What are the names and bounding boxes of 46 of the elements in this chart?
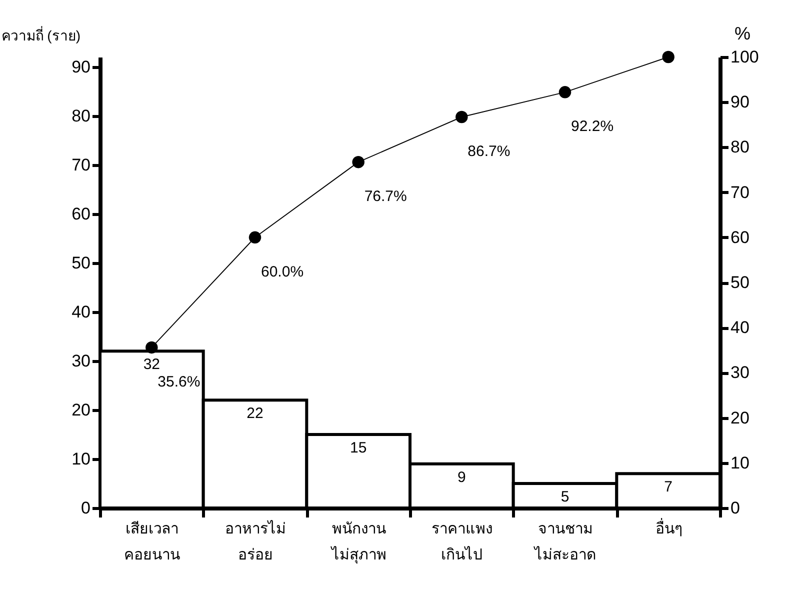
point xyxy=(456,110,468,124)
y-tick-label: 90 xyxy=(72,57,90,76)
y2-tick-label: 80 xyxy=(730,138,750,157)
data-label: 15 xyxy=(350,439,367,456)
data-label: 9 xyxy=(457,468,466,486)
y2-tick-label: 20 xyxy=(730,408,750,428)
y2-tick-label: 70 xyxy=(730,182,750,202)
y2-tick-label: 30 xyxy=(730,363,750,382)
x-tick-label: จานชาม ไม่สะอาด xyxy=(534,520,596,564)
y-tick-label: 60 xyxy=(72,204,90,224)
y2-tick-label: 50 xyxy=(730,273,750,292)
data-label: 32 xyxy=(143,356,160,374)
y-tick-label: 0 xyxy=(81,498,90,518)
y-tick-label: 40 xyxy=(72,302,90,322)
y-tick-label: 70 xyxy=(72,155,90,174)
x-tick-label: เสียเวลา คอยนาน xyxy=(124,520,180,564)
data-label: 35.6% xyxy=(158,373,200,390)
y-tick-label: 80 xyxy=(72,106,90,126)
point xyxy=(558,86,572,98)
y-tick-label: 50 xyxy=(72,253,90,272)
y2-tick-label: 0 xyxy=(730,498,740,518)
data-label: 22 xyxy=(246,405,264,422)
point xyxy=(662,50,674,64)
y2-tick-label: 100 xyxy=(730,48,759,66)
data-label: 7 xyxy=(664,478,673,496)
data-label: 5 xyxy=(560,488,570,506)
y2-tick-label: 90 xyxy=(730,92,750,112)
y-axis-title: ความถี่ (ราย) xyxy=(1,26,80,44)
point xyxy=(248,231,262,244)
x-tick-label: อาหารไม่ อร่อย xyxy=(225,520,286,564)
data-label: 92.2% xyxy=(571,118,614,136)
y2-tick-label: 40 xyxy=(730,318,750,338)
y2-axis-title: % xyxy=(734,24,750,44)
y2-tick-label: 10 xyxy=(730,453,750,472)
x-tick-label: อื่นๆ xyxy=(655,518,682,538)
y2-tick-label: 60 xyxy=(730,228,750,247)
point xyxy=(352,156,364,168)
point xyxy=(146,341,158,354)
data-label: 60.0% xyxy=(261,263,304,280)
y-tick-label: 30 xyxy=(72,351,90,370)
y-tick-label: 10 xyxy=(72,449,90,468)
y-tick-label: 20 xyxy=(72,400,90,420)
data-label: 76.7% xyxy=(364,188,407,206)
data-label: 86.7% xyxy=(468,142,510,160)
x-tick-label: ราคาแพง เกินไป xyxy=(432,520,493,564)
x-tick-label: พนักงาน ไม่สุภาพ xyxy=(330,520,386,564)
